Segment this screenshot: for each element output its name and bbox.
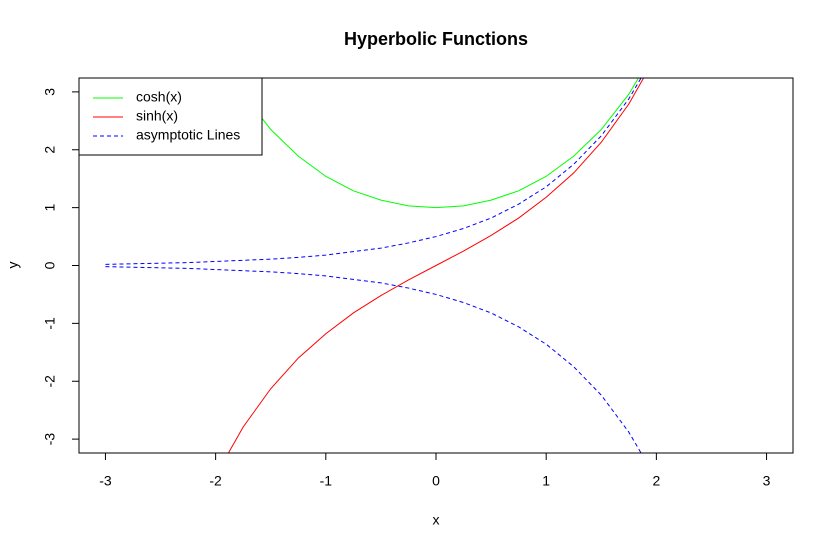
y-axis-label: y bbox=[5, 262, 21, 269]
y-tick-label: 0 bbox=[42, 261, 58, 269]
legend-label: asymptotic Lines bbox=[136, 127, 240, 143]
x-tick-label: 1 bbox=[542, 473, 550, 489]
y-tick-label: 3 bbox=[42, 88, 58, 96]
series-line bbox=[227, 78, 645, 453]
chart-title: Hyperbolic Functions bbox=[344, 29, 528, 49]
x-tick-label: 0 bbox=[432, 473, 440, 489]
x-tick-label: 3 bbox=[763, 473, 771, 489]
x-axis-label: x bbox=[433, 512, 440, 528]
y-tick-label: 1 bbox=[42, 204, 58, 212]
x-tick-label: -1 bbox=[320, 473, 333, 489]
series-line bbox=[105, 266, 642, 453]
y-tick-label: -2 bbox=[42, 375, 58, 388]
x-tick-label: -3 bbox=[99, 473, 112, 489]
legend-label: sinh(x) bbox=[136, 108, 178, 124]
x-tick-label: -2 bbox=[209, 473, 222, 489]
series-line bbox=[232, 78, 640, 209]
x-tick-label: 2 bbox=[652, 473, 660, 489]
plot-lines bbox=[105, 78, 645, 453]
y-tick-label: 2 bbox=[42, 146, 58, 154]
y-tick-label: -1 bbox=[42, 317, 58, 330]
legend-label: cosh(x) bbox=[136, 89, 182, 105]
y-tick-label: -3 bbox=[42, 433, 58, 446]
series-line bbox=[105, 78, 642, 265]
